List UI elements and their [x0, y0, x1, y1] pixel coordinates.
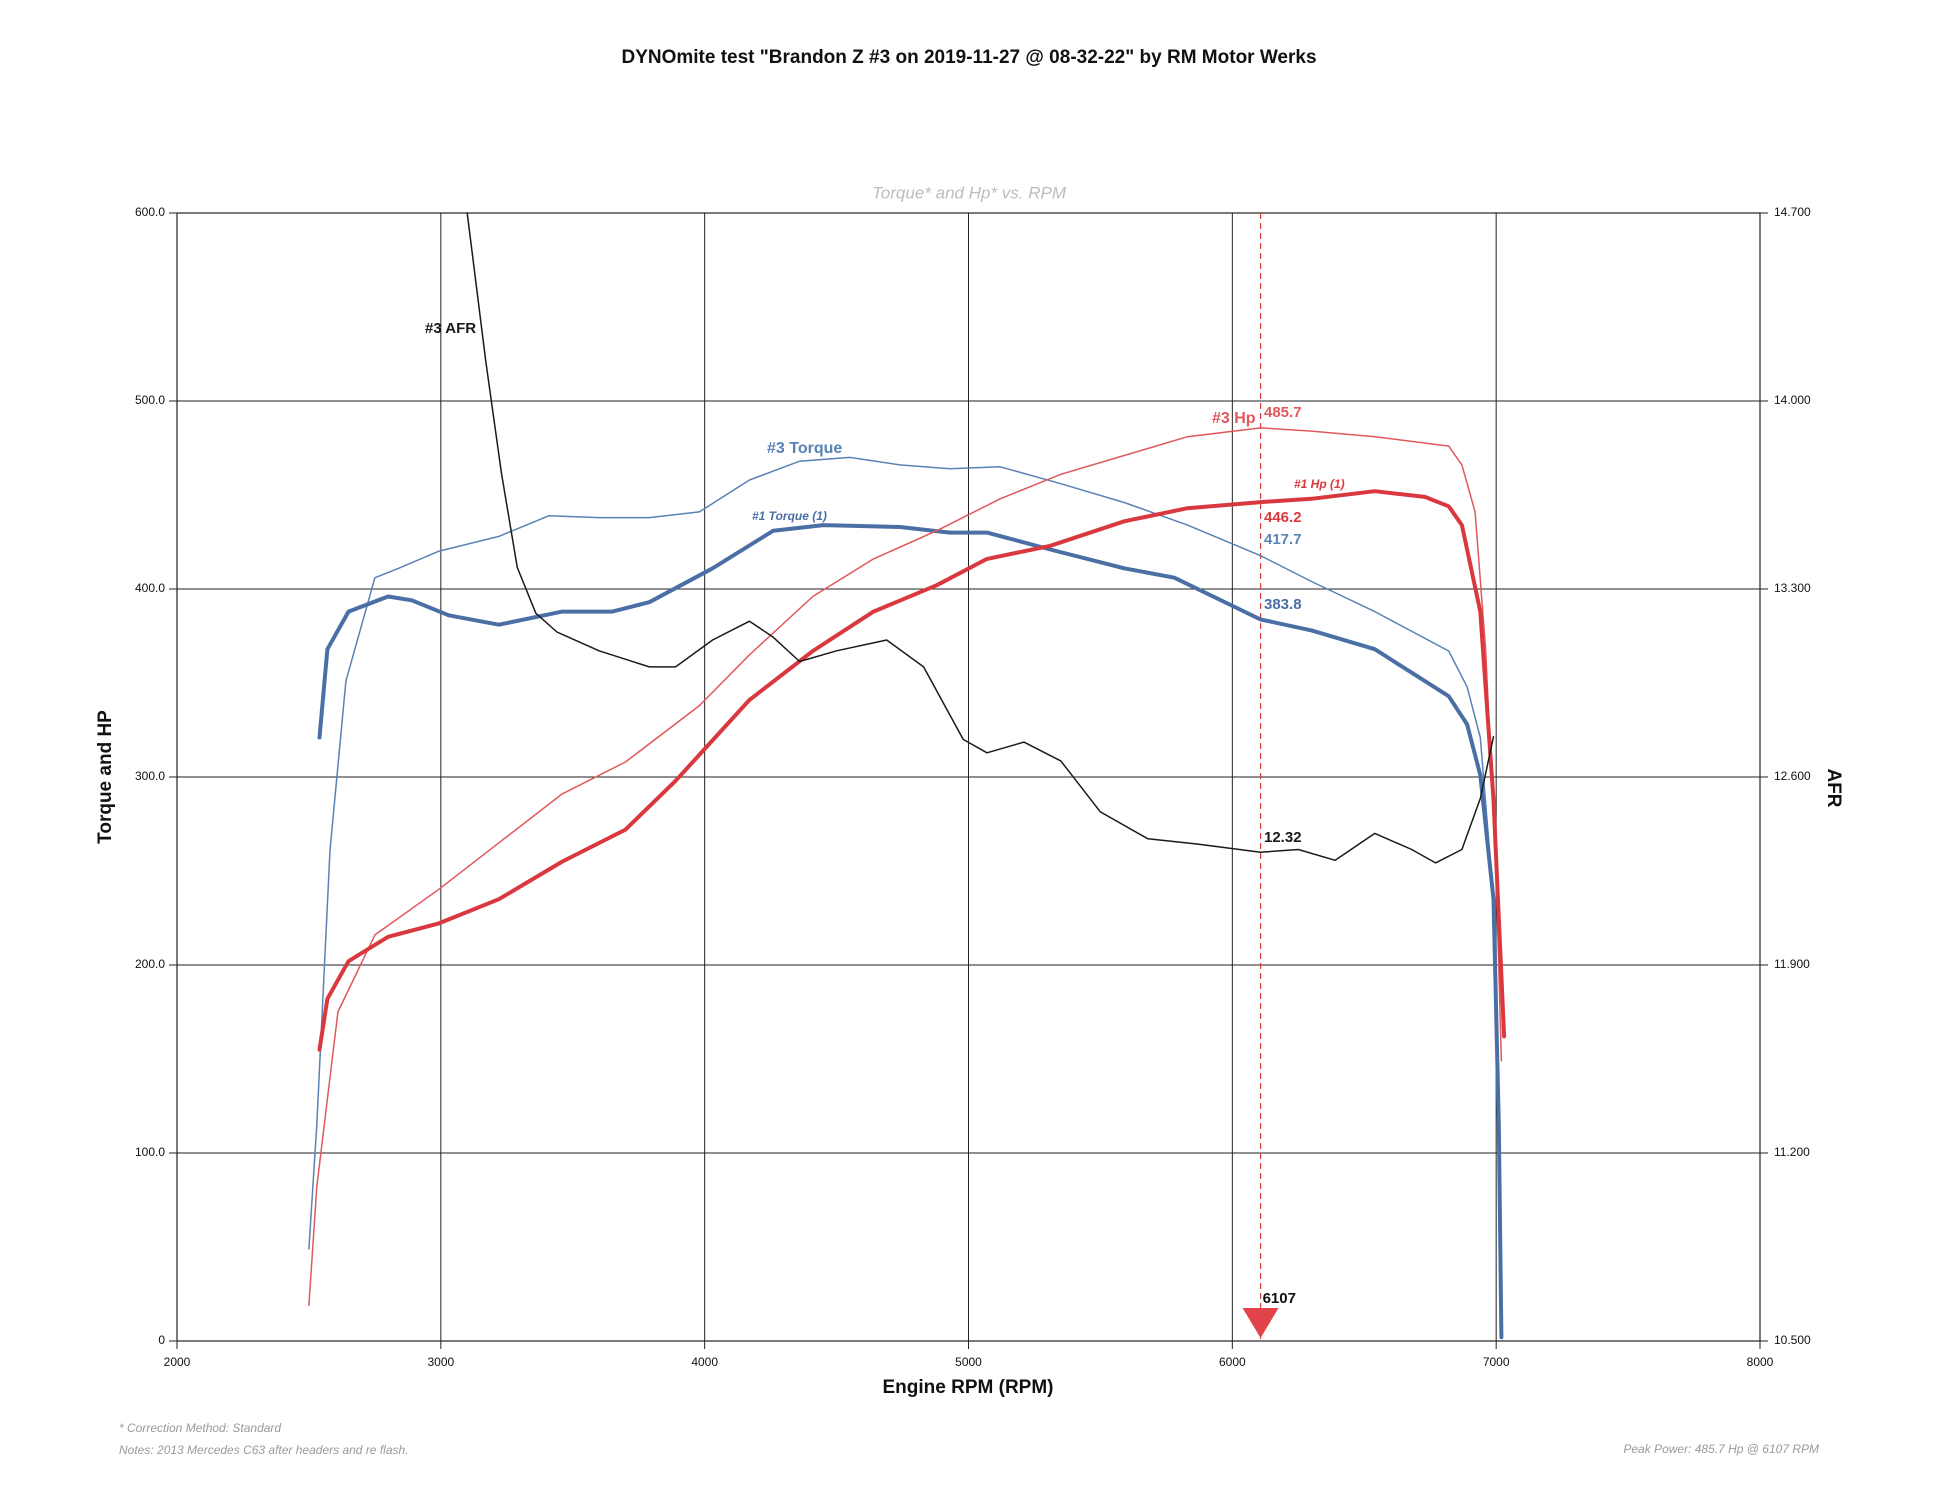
y2-tick-label: 14.000	[1774, 393, 1811, 407]
chart-title: DYNOmite test "Brandon Z #3 on 2019-11-2…	[621, 47, 1316, 68]
series-line	[308, 427, 1503, 1307]
x-tick-label: 6000	[1219, 1355, 1246, 1369]
series-label: #3 Hp	[1212, 410, 1256, 427]
y-tick-label: 500.0	[135, 393, 165, 407]
series-line	[466, 212, 1495, 864]
y2-tick-label: 13.300	[1774, 581, 1811, 595]
notes: Notes: 2013 Mercedes C63 after headers a…	[119, 1443, 409, 1457]
chart-subtitle: Torque* and Hp* vs. RPM	[872, 183, 1067, 202]
series-line	[317, 523, 1504, 1340]
cursor-readout: 417.7	[1264, 531, 1302, 548]
plot-frame	[176, 212, 1761, 1342]
y2-tick-label: 11.200	[1774, 1145, 1810, 1159]
x-tick-label: 8000	[1747, 1355, 1774, 1369]
y2-tick-label: 11.900	[1774, 957, 1810, 971]
y2-tick-label: 12.600	[1774, 769, 1811, 783]
series-label: #1 Hp (1)	[1294, 477, 1345, 491]
y-axis-label: Torque and HP	[95, 710, 116, 844]
x-axis-label: Engine RPM (RPM)	[883, 1377, 1054, 1398]
series-label: #1 Torque (1)	[752, 509, 827, 523]
cursor-readout: 446.2	[1264, 509, 1302, 526]
y-tick-label: 100.0	[135, 1145, 165, 1159]
y-tick-label: 200.0	[135, 957, 165, 971]
cursor-readout: 485.7	[1264, 404, 1302, 421]
peak-power: Peak Power: 485.7 Hp @ 6107 RPM	[1623, 1442, 1819, 1456]
x-tick-label: 7000	[1483, 1355, 1510, 1369]
cursor-marker	[1242, 1308, 1279, 1338]
y-tick-label: 0	[158, 1333, 165, 1347]
y-tick-label: 600.0	[135, 205, 165, 219]
y2-tick-label: 10.500	[1774, 1333, 1811, 1347]
y-tick-label: 400.0	[135, 581, 165, 595]
y2-axis-label: AFR	[1823, 768, 1844, 807]
x-tick-label: 3000	[427, 1355, 454, 1369]
series-label: #3 Torque	[767, 440, 842, 457]
x-tick-label: 4000	[691, 1355, 718, 1369]
y2-tick-label: 14.700	[1774, 205, 1811, 219]
series-line	[308, 456, 1495, 1250]
footnote: * Correction Method: Standard	[119, 1421, 281, 1435]
y-tick-label: 300.0	[135, 769, 165, 783]
series-label: #3 AFR	[425, 320, 476, 337]
x-tick-label: 5000	[955, 1355, 982, 1369]
x-tick-label: 2000	[164, 1355, 191, 1369]
cursor-label: 6107	[1263, 1290, 1296, 1307]
cursor-readout: 12.32	[1264, 829, 1302, 846]
cursor-readout: 383.8	[1264, 596, 1302, 613]
series-line	[317, 489, 1507, 1052]
